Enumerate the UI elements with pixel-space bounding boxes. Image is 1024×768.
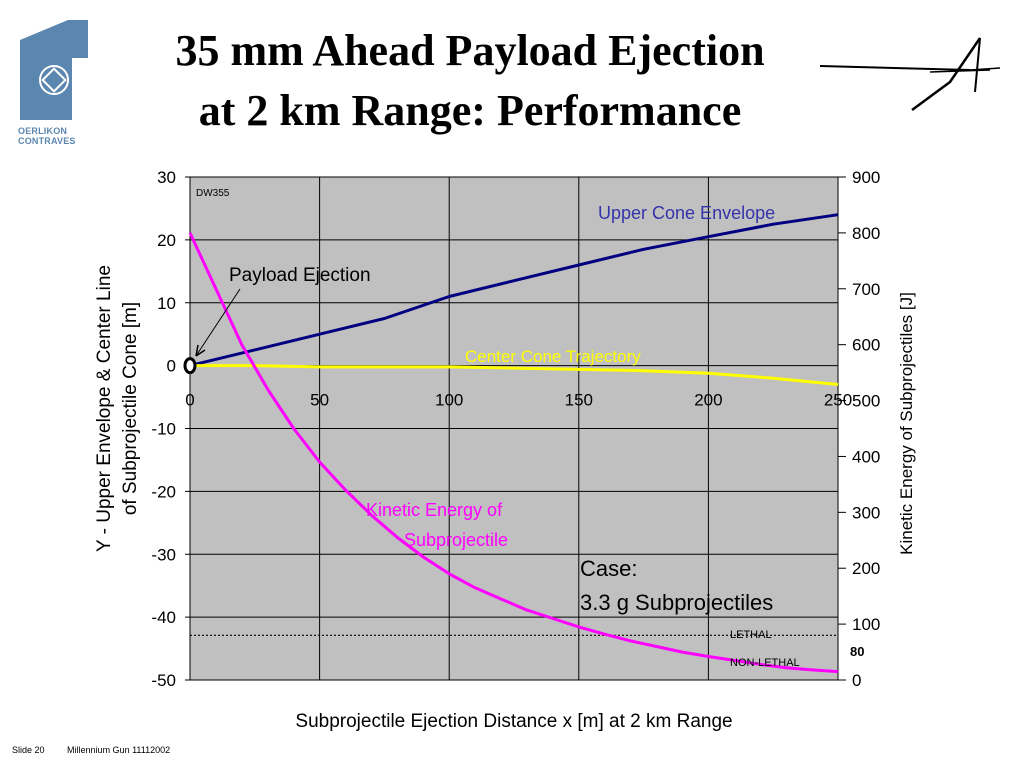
y-axis-label-line1: Y - Upper Envelope & Center Line <box>94 265 115 552</box>
case-label-line1: Case: <box>580 556 637 581</box>
center-cone-label: Center Cone Trajectory <box>465 347 641 366</box>
y-tick-label: -20 <box>151 482 176 501</box>
x-tick-label: 50 <box>310 391 329 410</box>
y2-axis-label: Kinetic Energy of Subprojectiles [J] <box>897 292 916 555</box>
lethal-threshold-value-label: 80 <box>850 644 864 659</box>
slide-number: Slide 20 <box>12 745 45 755</box>
upper-cone-envelope-line <box>189 213 839 368</box>
y2-tick-label: 400 <box>852 447 880 466</box>
page-title-line1: 35 mm Ahead Payload Ejection <box>175 26 765 75</box>
kinetic-energy-label-line1: Kinetic Energy of <box>366 500 503 520</box>
y-tick-label: -40 <box>151 608 176 627</box>
logo-text-line1: OERLIKON <box>18 126 68 136</box>
x-tick-label: 0 <box>185 391 194 410</box>
footer-label: Millennium Gun 11112002 <box>67 745 171 755</box>
dw-annotation: DW355 <box>196 188 230 199</box>
kinetic-energy-label-line2: Subprojectile <box>404 530 508 550</box>
payload-ejection-label: Payload Ejection <box>229 265 371 286</box>
payload-ejection-arrow <box>195 288 241 357</box>
oerlikon-contraves-logo <box>20 20 88 120</box>
y2-tick-label: 700 <box>852 280 880 299</box>
upper-cone-label: Upper Cone Envelope <box>598 203 775 223</box>
y2-tick-label: 800 <box>852 224 880 243</box>
y-tick-label: 30 <box>157 168 176 187</box>
kinetic-energy-line <box>188 232 839 674</box>
y2-tick-label: 100 <box>852 615 880 634</box>
y-tick-label: 10 <box>157 294 176 313</box>
x-axis-label: Subprojectile Ejection Distance x [m] at… <box>295 711 732 732</box>
tick-labels: 0 50 100 150 200 2503020100-10-20-30-40-50900… <box>151 168 880 690</box>
y2-tick-label: 500 <box>852 392 880 411</box>
lethal-label: LETHAL <box>730 629 772 641</box>
y2-tick-label: 300 <box>852 503 880 522</box>
lockheed-star-icon <box>820 37 1001 112</box>
x-tick-label: 200 <box>694 391 722 410</box>
page-title-line2: at 2 km Range: Performance <box>198 86 742 135</box>
center-cone-trajectory-line <box>190 364 839 386</box>
footer: Slide 20 Millennium Gun 11112002 <box>12 745 190 755</box>
logo-text-line2: CONTRAVES <box>18 136 76 146</box>
series-group <box>188 213 839 674</box>
ejection-point-marker <box>183 357 197 375</box>
x-tick-label: 150 <box>565 391 593 410</box>
y2-tick-label: 200 <box>852 559 880 578</box>
payload-ejection-arrowhead <box>195 344 206 357</box>
y-axis-label-line2: of Subprojectile Cone [m] <box>120 302 141 515</box>
y2-tick-label: 600 <box>852 336 880 355</box>
x-tick-label: 100 <box>435 391 463 410</box>
y-tick-label: -30 <box>151 545 176 564</box>
y-tick-label: -50 <box>151 671 176 690</box>
y-tick-label: -10 <box>151 420 176 439</box>
y-tick-label: 0 <box>167 357 176 376</box>
x-tick-label: 250 <box>824 391 852 410</box>
y2-tick-label: 900 <box>852 168 880 187</box>
non-lethal-label: NON-LETHAL <box>730 657 800 669</box>
y-tick-label: 20 <box>157 231 176 250</box>
case-label-line2: 3.3 g Subprojectiles <box>580 590 773 615</box>
y2-tick-label: 0 <box>852 671 861 690</box>
